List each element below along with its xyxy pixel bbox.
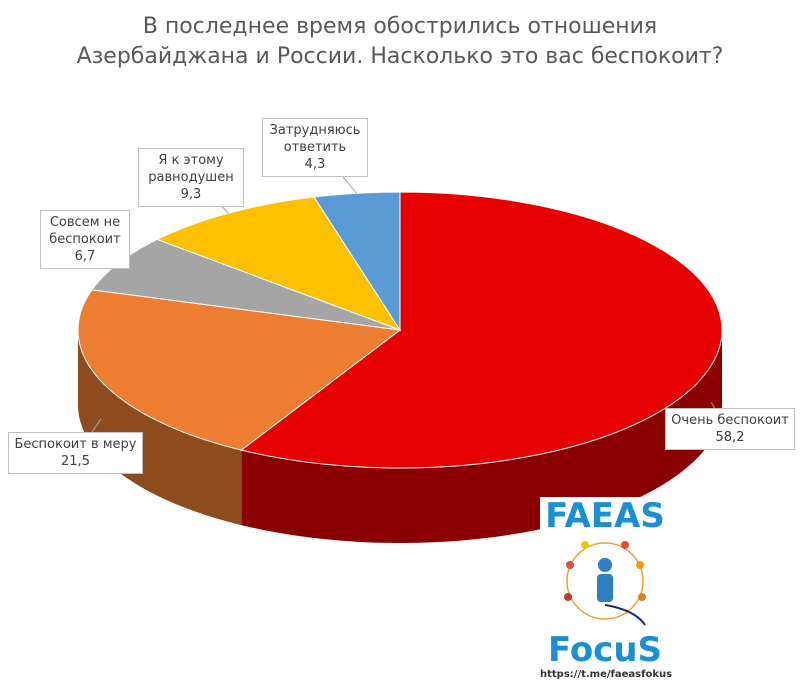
data-label: Беспокоит в меру 21,5 — [8, 432, 143, 474]
label-value: 4,3 — [304, 157, 326, 172]
data-label: Я к этому равнодушен 9,3 — [138, 148, 244, 207]
label-name: Затрудняюсь ответить — [269, 123, 361, 155]
slice — [155, 196, 402, 331]
label-name: Совсем не беспокоит — [49, 215, 121, 247]
label-value: 6,7 — [74, 249, 96, 264]
label-name: Очень беспокоит — [671, 413, 789, 428]
data-label: Затрудняюсь ответить 4,3 — [262, 118, 368, 177]
logo-url: https://t.me/faeasfokus — [540, 669, 673, 680]
data-label: Очень беспокоит 58,2 — [665, 408, 795, 450]
label-value: 9,3 — [180, 187, 202, 202]
label-name: Беспокоит в меру — [14, 437, 137, 452]
slice — [313, 191, 401, 332]
slice-side — [241, 330, 723, 544]
logo: FAEAS FocuS https://t.me/faeasfokus — [540, 496, 673, 685]
label-value: 58,2 — [715, 430, 745, 445]
slice — [77, 289, 402, 451]
label-name: Я к этому равнодушен — [148, 153, 234, 185]
logo-emblem — [564, 541, 646, 626]
slice — [240, 191, 723, 469]
label-value: 21,5 — [61, 454, 90, 469]
data-label: Совсем не беспокоит 6,7 — [40, 210, 130, 269]
slice-side — [78, 330, 242, 526]
logo-top: FAEAS — [545, 496, 665, 536]
chart-title: В последнее время обострились отношения … — [0, 12, 800, 72]
title-line: Азербайджана и России. Насколько это вас… — [76, 44, 724, 69]
logo-bottom: FocuS — [547, 630, 663, 670]
title-line: В последнее время обострились отношения — [142, 14, 658, 39]
